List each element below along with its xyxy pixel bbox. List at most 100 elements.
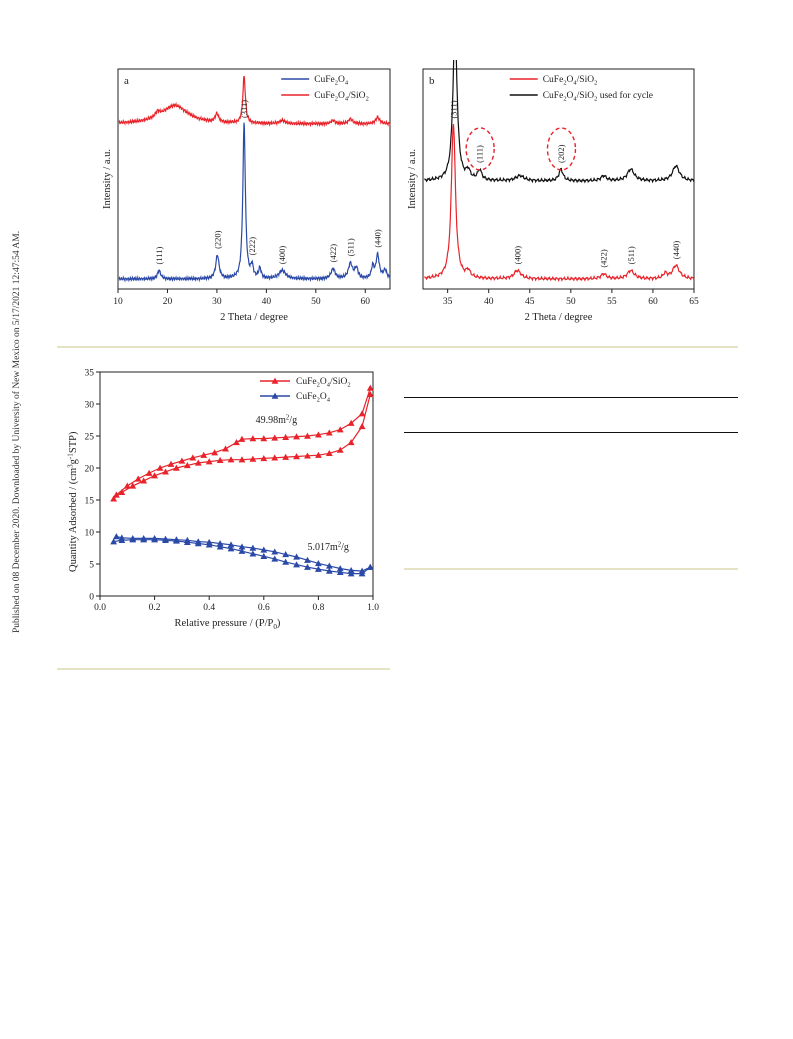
data-point xyxy=(216,540,224,547)
data-point xyxy=(366,391,374,398)
panel-letter: a xyxy=(124,75,129,87)
data-point xyxy=(145,469,153,476)
data-point xyxy=(140,535,148,542)
peak-label: (511) xyxy=(345,238,355,256)
y-tick-label: 25 xyxy=(85,433,95,443)
peak-label: (202) xyxy=(556,144,566,163)
data-point xyxy=(315,559,322,567)
legend-label: CuFe2O4 xyxy=(314,75,349,87)
x-tick-label: 1.0 xyxy=(367,603,379,613)
data-point xyxy=(293,553,300,560)
data-point xyxy=(205,458,213,465)
x-tick-label: 40 xyxy=(484,297,494,307)
data-point xyxy=(366,384,374,391)
data-point xyxy=(189,454,197,461)
data-point xyxy=(304,556,311,563)
data-point xyxy=(110,495,118,502)
data-point xyxy=(194,538,202,545)
publication-notice-text: Published on 08 December 2020. Downloade… xyxy=(12,230,22,633)
data-point xyxy=(110,538,118,545)
data-point xyxy=(271,454,279,461)
data-point xyxy=(315,431,322,438)
data-point xyxy=(260,552,268,560)
data-point xyxy=(336,565,344,572)
data-point xyxy=(336,446,344,453)
data-point xyxy=(293,433,300,440)
data-point xyxy=(347,419,355,426)
data-point xyxy=(325,562,333,569)
data-point xyxy=(347,439,355,446)
data-point xyxy=(216,543,224,550)
peak-label: (111) xyxy=(475,145,485,163)
data-point xyxy=(293,453,300,460)
data-point xyxy=(315,565,322,572)
peak-label: (311) xyxy=(239,100,249,118)
data-point xyxy=(183,462,191,469)
data-point xyxy=(162,535,169,542)
data-point xyxy=(282,551,290,558)
data-point xyxy=(347,567,355,574)
peak-label: (400) xyxy=(512,246,522,265)
x-axis-label: 2 Theta / degree xyxy=(525,312,593,323)
data-point xyxy=(249,455,257,462)
series-line xyxy=(118,75,391,128)
table-rule-top xyxy=(404,397,738,398)
data-point xyxy=(216,456,224,464)
surface-area-annotation: 49.98m2/g xyxy=(256,415,297,427)
peak-label: (440) xyxy=(671,241,681,260)
figure-divider-bottom xyxy=(57,668,390,670)
x-axis-label: Relative pressure / (P/P0) xyxy=(175,618,281,631)
data-point xyxy=(347,570,355,577)
series-line xyxy=(113,394,371,500)
data-point xyxy=(304,432,311,439)
x-tick-label: 0.2 xyxy=(149,603,161,613)
y-tick-label: 15 xyxy=(85,497,95,507)
data-point xyxy=(227,541,235,548)
peak-label: (111) xyxy=(154,247,164,265)
y-tick-label: 10 xyxy=(85,529,95,539)
data-point xyxy=(238,435,246,442)
data-point xyxy=(315,451,322,458)
peak-label: (511) xyxy=(626,246,636,264)
y-axis-label: Quantity Adsorbed / (cm3g-1STP) xyxy=(66,431,79,572)
legend-label: CuFe2O4 xyxy=(296,392,331,404)
x-tick-label: 0.8 xyxy=(312,603,324,613)
data-point xyxy=(282,433,290,440)
data-point xyxy=(304,563,311,570)
x-tick-label: 35 xyxy=(443,297,453,307)
peak-label: (220) xyxy=(212,230,222,249)
data-point xyxy=(227,545,235,552)
data-point xyxy=(336,568,344,576)
x-tick-label: 0.4 xyxy=(203,603,215,613)
data-point xyxy=(325,567,333,574)
bet-isotherm-chart: 0.0 0.2 0.4 0.6 0.8 1.0 0 5 10 15 20 25 30 35 Relative… xyxy=(66,369,379,631)
data-point xyxy=(156,464,164,471)
data-point xyxy=(249,435,257,442)
x-tick-label: 60 xyxy=(361,297,371,307)
legend-label: CuFe2O4/SiO2 xyxy=(314,91,369,103)
peak-label: (311) xyxy=(448,100,458,118)
data-point xyxy=(227,456,235,463)
x-tick-label: 40 xyxy=(262,297,272,307)
y-tick-label: 30 xyxy=(85,401,95,411)
data-point xyxy=(304,452,311,459)
data-point xyxy=(238,547,246,554)
data-point xyxy=(282,558,290,565)
data-point xyxy=(358,567,366,574)
data-point xyxy=(123,482,131,489)
x-tick-label: 50 xyxy=(311,297,321,307)
data-point xyxy=(151,472,158,479)
data-point xyxy=(129,482,137,489)
data-point xyxy=(167,460,175,467)
x-tick-label: 30 xyxy=(212,297,222,307)
publication-notice: Published on 08 December 2020. Downloade… xyxy=(4,183,22,633)
data-point xyxy=(271,377,279,384)
plot-frame xyxy=(117,68,391,290)
table-rule-middle xyxy=(404,432,738,433)
data-point xyxy=(211,449,219,456)
data-point xyxy=(238,543,246,550)
peak-label: (422) xyxy=(599,249,609,268)
data-point xyxy=(194,459,202,466)
data-point xyxy=(271,434,279,441)
data-point xyxy=(200,451,208,458)
